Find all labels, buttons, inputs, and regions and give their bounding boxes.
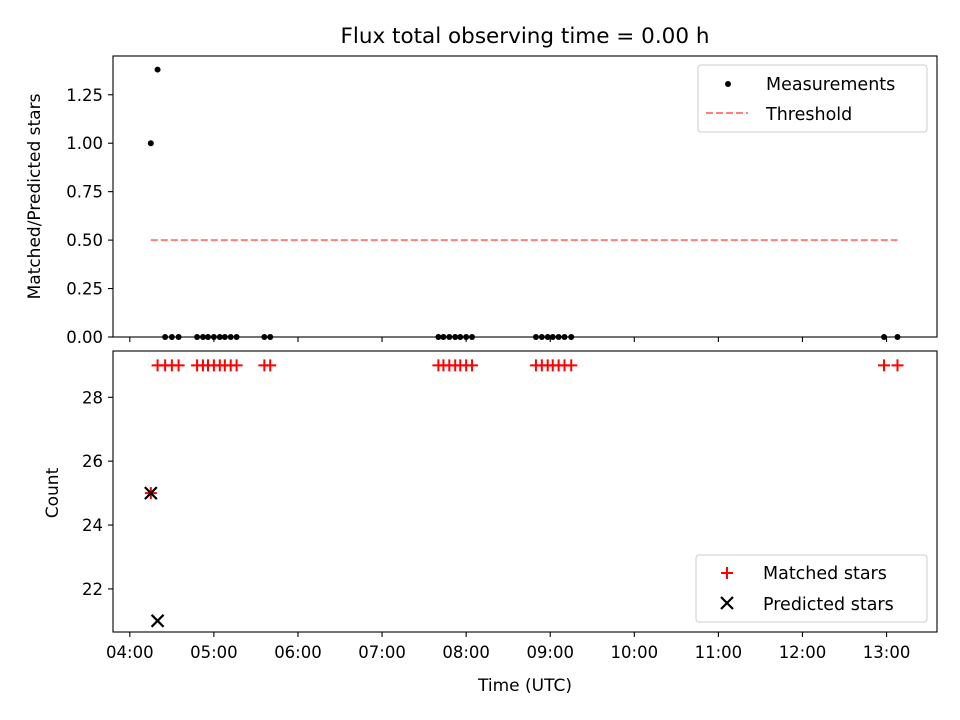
xtick-label: 06:00 [274, 643, 322, 662]
top-legend-box [697, 64, 928, 133]
xtick-label: 08:00 [442, 643, 490, 662]
xtick-label: 12:00 [779, 643, 827, 662]
legend-matched-marker [721, 567, 733, 579]
top-ytick-label: 1.25 [66, 86, 103, 105]
xtick-label: 13:00 [863, 643, 911, 662]
legend-measurements-label: Measurements [766, 75, 895, 95]
matched-star-point [565, 359, 578, 372]
top-ylabel: Matched/Predicted stars [25, 93, 45, 299]
matched-star-point [891, 359, 904, 372]
x-axis-label: Time (UTC) [477, 676, 572, 696]
bottom-ylabel: Count [43, 467, 63, 518]
matched-star-point [230, 359, 243, 372]
matched-star-point [878, 359, 891, 372]
legend-measurements-marker [725, 81, 731, 87]
measurement-point [147, 140, 154, 147]
top-ytick-label: 1.00 [66, 134, 103, 153]
top-ytick-label: 0.75 [66, 183, 103, 202]
matched-star-point [172, 359, 185, 372]
xtick-label: 10:00 [611, 643, 659, 662]
predicted-star-point [150, 614, 165, 628]
chart-title: Flux total observing time = 0.00 h [341, 24, 710, 49]
top-ytick-label: 0.50 [66, 231, 103, 250]
top-panel: 0.00 0.25 0.50 0.75 1.00 1.25 Matched/Predict… [25, 55, 938, 347]
xtick-label: 05:00 [190, 643, 238, 662]
top-axes-frame [112, 55, 938, 338]
legend-predicted-label: Predicted stars [763, 595, 894, 615]
xtick-label: 11:00 [695, 643, 743, 662]
bottom-ytick-label: 28 [82, 388, 103, 407]
bottom-legend: Matched stars Predicted stars [695, 554, 928, 623]
bottom-axes-frame [112, 350, 938, 633]
xtick-label: 04:00 [106, 643, 154, 662]
bottom-ytick-label: 22 [82, 580, 103, 599]
matched-star-point [466, 359, 479, 372]
matched-star-point [264, 359, 277, 372]
legend-predicted-marker [720, 596, 734, 610]
xtick-label: 07:00 [358, 643, 406, 662]
xtick-label: 09:00 [526, 643, 574, 662]
bottom-panel: 22 24 26 28 04:00 05:00 06:00 07:00 08:00 09:00 10… [43, 350, 938, 696]
top-ytick-label: 0.25 [66, 280, 103, 299]
legend-matched-label: Matched stars [763, 564, 887, 584]
top-ytick-label: 0.00 [66, 328, 103, 347]
predicted-star-point [144, 486, 158, 500]
bottom-ytick-label: 24 [82, 516, 103, 535]
legend-threshold-label: Threshold [765, 105, 852, 125]
bottom-legend-box [695, 554, 928, 623]
bottom-ytick-label: 26 [82, 452, 103, 471]
top-legend: Measurements Threshold [697, 64, 928, 133]
measurement-point [154, 66, 161, 73]
